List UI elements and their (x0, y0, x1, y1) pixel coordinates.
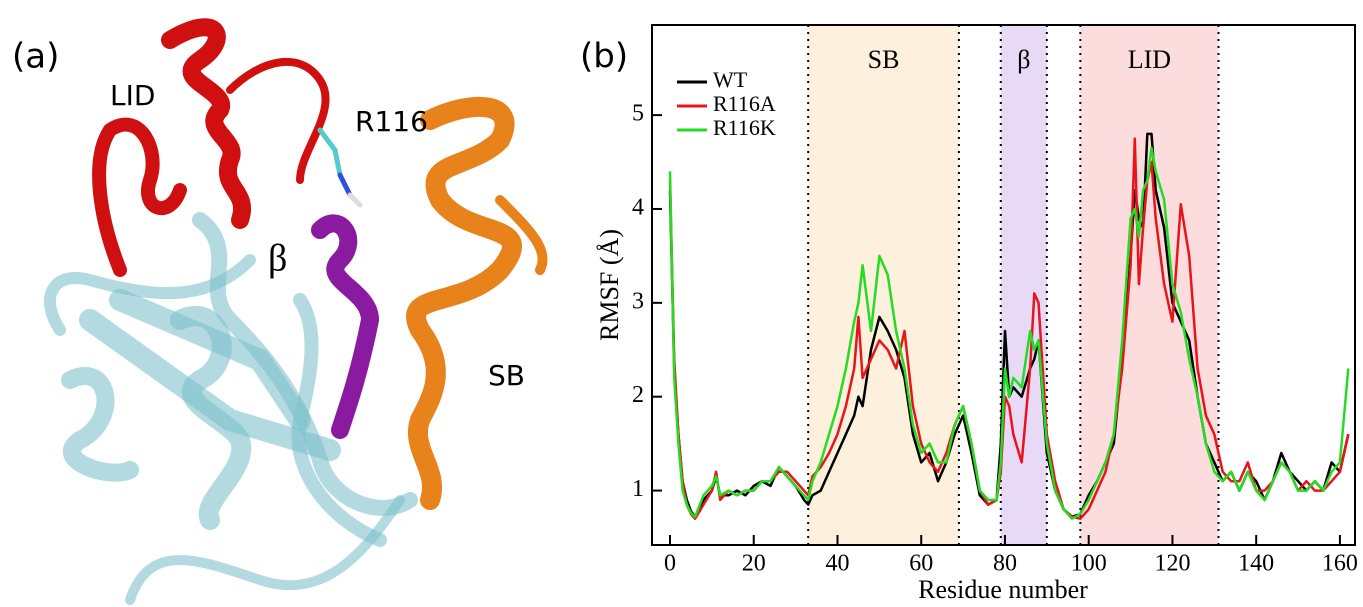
series-line (668, 132, 1350, 519)
legend-label: R116A (713, 91, 776, 116)
region-label: β (1017, 45, 1030, 74)
region-label: LID (110, 79, 155, 112)
x-tick-label: 160 (1322, 551, 1358, 577)
x-axis-label: Residue number (918, 575, 1088, 604)
region-shade (808, 25, 959, 545)
region-shade (1080, 25, 1219, 545)
residue-label: R116 (355, 105, 428, 138)
series-line (668, 146, 1350, 520)
legend-label: WT (713, 67, 748, 92)
y-tick-label: 2 (632, 382, 644, 408)
region-label: SB (488, 359, 525, 392)
y-tick-label: 1 (632, 476, 644, 502)
y-tick-label: 5 (632, 101, 644, 127)
x-tick-label: 40 (825, 551, 849, 577)
y-tick-label: 3 (632, 288, 644, 314)
y-tick-label: 4 (632, 194, 644, 220)
plot-frame (651, 24, 1356, 546)
legend-label: R116K (713, 115, 776, 140)
x-tick-label: 20 (742, 551, 766, 577)
region-label: LID (1128, 45, 1171, 74)
plot-area (668, 25, 1350, 545)
x-tick-label: 80 (993, 551, 1017, 577)
plot: SB β LID 0 20 40 60 80 100 120 140 160 1 2 3 4 5 WTR116AR… (632, 24, 1358, 577)
x-tick-label: 60 (909, 551, 933, 577)
x-tick-label: 140 (1238, 551, 1274, 577)
region-label: SB (868, 45, 900, 74)
panel-label: (a) (12, 37, 59, 77)
x-tick-label: 120 (1154, 551, 1190, 577)
protein-cartoon: (a) LID R116 β SB (12, 18, 548, 605)
x-tick-label: 100 (1071, 551, 1107, 577)
y-axis-label: RMSF (Å) (595, 229, 624, 341)
panel-label: (b) (580, 37, 628, 77)
x-tick-label: 0 (664, 551, 676, 577)
region-label: β (268, 238, 287, 280)
region-shade (1000, 25, 1047, 545)
